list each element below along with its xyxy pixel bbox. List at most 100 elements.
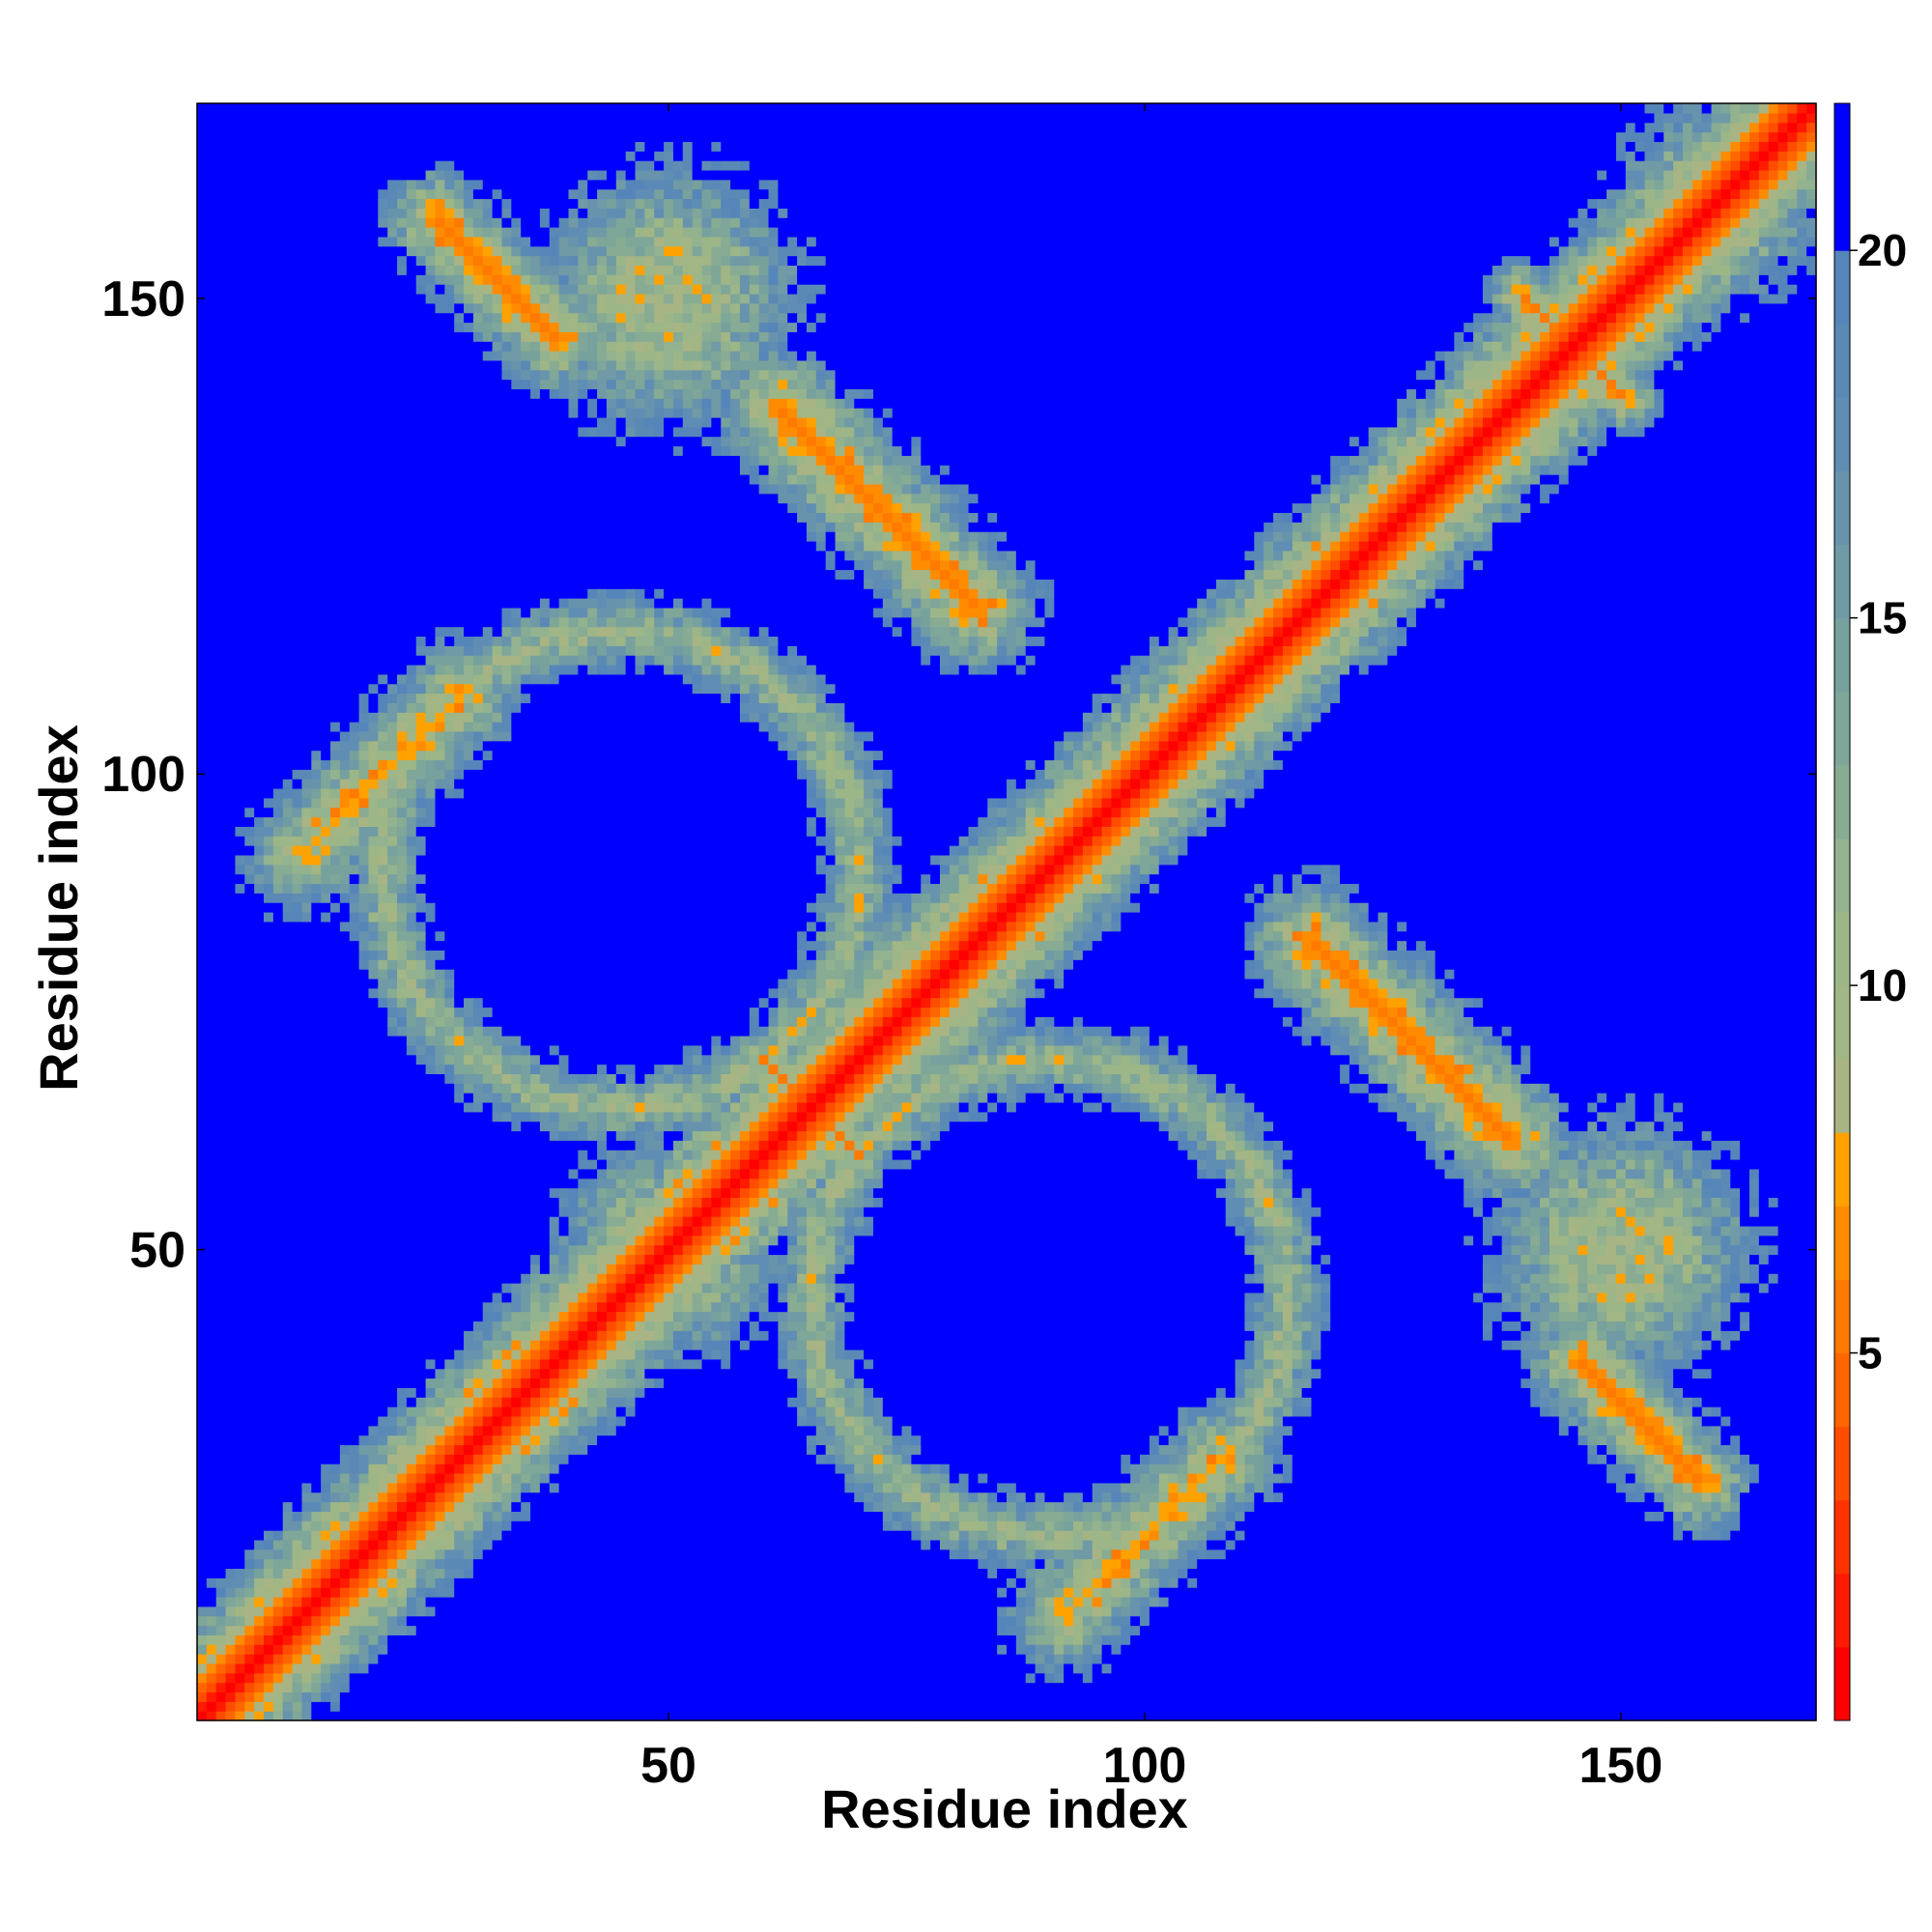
heatmap-cell [282,959,294,970]
heatmap-cell [387,969,398,980]
heatmap-cell [415,1216,427,1227]
heatmap-cell [215,854,227,866]
heatmap-cell [225,579,237,589]
heatmap-cell [339,1454,351,1464]
heatmap-cell [464,987,474,999]
heatmap-cell [244,883,255,894]
heatmap-cell [264,284,274,295]
heatmap-cell [425,1634,437,1645]
heatmap-cell [378,359,388,371]
heatmap-cell [272,1254,284,1264]
heatmap-cell [397,598,408,609]
heatmap-cell [282,227,294,238]
heatmap-cell [235,673,245,685]
heatmap-cell [264,702,274,713]
heatmap-cell [415,1073,427,1084]
heatmap-cell [292,1244,303,1256]
heatmap-cell [464,1368,474,1379]
heatmap-cell [311,312,322,324]
heatmap-cell [301,807,312,818]
heatmap-cell [301,502,312,514]
heatmap-cell [464,579,474,589]
heatmap-cell [406,198,417,209]
heatmap-cell [454,1330,465,1341]
heatmap-cell [301,408,312,418]
heatmap-cell [330,1530,341,1541]
heatmap-cell [425,864,437,875]
heatmap-cell [330,1321,341,1331]
heatmap-cell [282,616,294,628]
heatmap-cell [464,369,474,381]
heatmap-cell [330,559,341,571]
heatmap-cell [244,854,255,866]
heatmap-cell [415,969,427,980]
heatmap-cell [387,655,398,666]
heatmap-cell [444,883,455,894]
heatmap-cell [406,1016,417,1027]
heatmap-cell [254,1415,265,1427]
heatmap-cell [282,1378,294,1388]
heatmap-cell [292,683,303,695]
heatmap-cell [378,208,388,218]
heatmap-cell [311,455,322,466]
heatmap-cell [387,426,398,438]
heatmap-cell [272,398,284,409]
heatmap-cell [387,1711,398,1721]
heatmap-cell [215,465,227,475]
heatmap-cell [425,255,437,266]
heatmap-cell [464,1197,474,1208]
heatmap-cell [454,236,465,247]
heatmap-cell [264,493,274,504]
heatmap-cell [197,379,208,390]
heatmap-cell [330,807,341,818]
heatmap-cell [206,902,217,913]
heatmap-cell [197,722,208,732]
heatmap-cell [225,940,237,951]
heatmap-cell [311,645,322,656]
heatmap-cell [272,1111,284,1122]
heatmap-cell [225,854,237,866]
heatmap-cell [330,284,341,295]
heatmap-cell [464,1501,474,1512]
heatmap-cell [425,122,437,133]
heatmap-cell [264,1644,274,1655]
heatmap-cell [415,1605,427,1617]
heatmap-cell [225,1444,237,1455]
heatmap-cell [321,341,331,352]
heatmap-cell [464,1711,474,1721]
heatmap-cell [254,1064,265,1074]
heatmap-cell [358,522,370,532]
heatmap-cell [254,1168,265,1179]
heatmap-cell [406,1568,417,1578]
heatmap-cell [264,836,274,846]
heatmap-cell [415,1311,427,1322]
heatmap-cell [272,1235,284,1246]
heatmap-cell [272,787,284,799]
heatmap-cell [339,873,351,885]
heatmap-cell [339,921,351,932]
heatmap-cell [282,1054,294,1065]
heatmap-cell [272,1454,284,1464]
heatmap-cell [425,265,437,275]
heatmap-cell [225,1044,237,1056]
heatmap-cell [272,959,284,970]
heatmap-cell [397,1301,408,1313]
heatmap-cell [235,893,245,903]
heatmap-cell [206,779,217,789]
heatmap-cell [454,693,465,703]
heatmap-cell [225,1121,237,1132]
heatmap-cell [292,198,303,209]
heatmap-cell [435,1472,445,1484]
heatmap-cell [444,1435,455,1446]
heatmap-cell [406,1159,417,1170]
heatmap-cell [292,1197,303,1208]
heatmap-cell [378,836,388,846]
heatmap-cell [215,122,227,133]
heatmap-cell [292,883,303,894]
heatmap-cell [339,826,351,837]
heatmap-cell [282,1463,294,1474]
heatmap-cell [282,893,294,903]
heatmap-cell [321,1701,331,1712]
heatmap-cell [435,921,445,932]
heatmap-cell [311,1101,322,1113]
